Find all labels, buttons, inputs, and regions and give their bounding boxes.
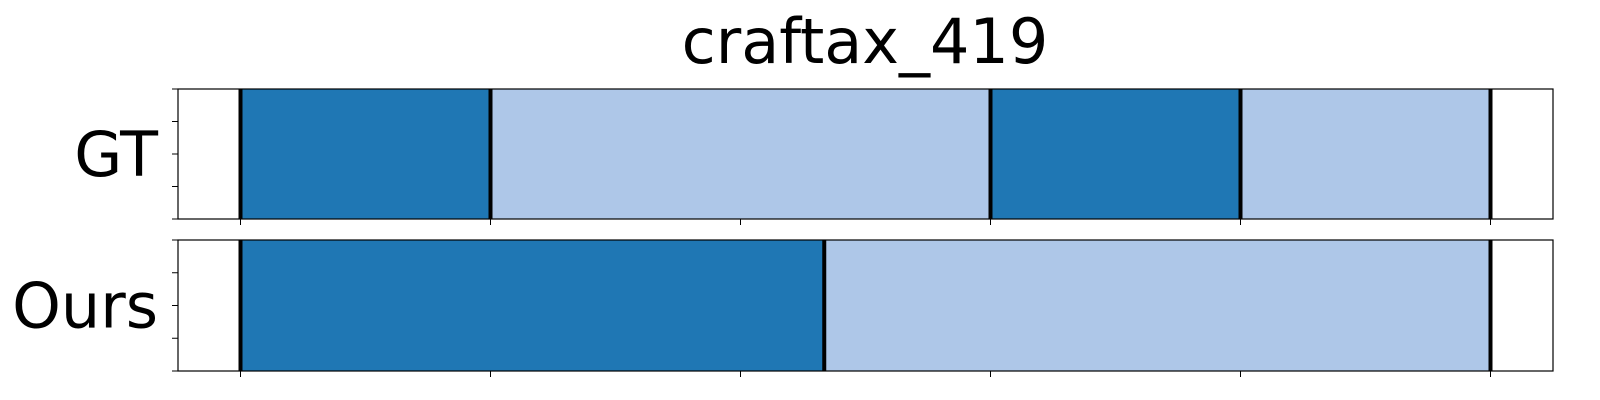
row-label-gt: GT bbox=[74, 118, 159, 191]
row-label-ours: Ours bbox=[12, 270, 158, 343]
chart-title: craftax_419 bbox=[682, 5, 1049, 78]
segment-bar bbox=[240, 89, 491, 219]
segment-bar bbox=[240, 240, 825, 371]
row-ours: Ours bbox=[12, 239, 1554, 377]
segment-bar bbox=[1240, 89, 1491, 219]
segment-bar bbox=[490, 89, 991, 219]
rows-layer: GT Ours bbox=[12, 88, 1554, 377]
segment-bar bbox=[824, 240, 1491, 371]
row-gt: GT bbox=[74, 88, 1554, 225]
segment-bar bbox=[990, 89, 1241, 219]
